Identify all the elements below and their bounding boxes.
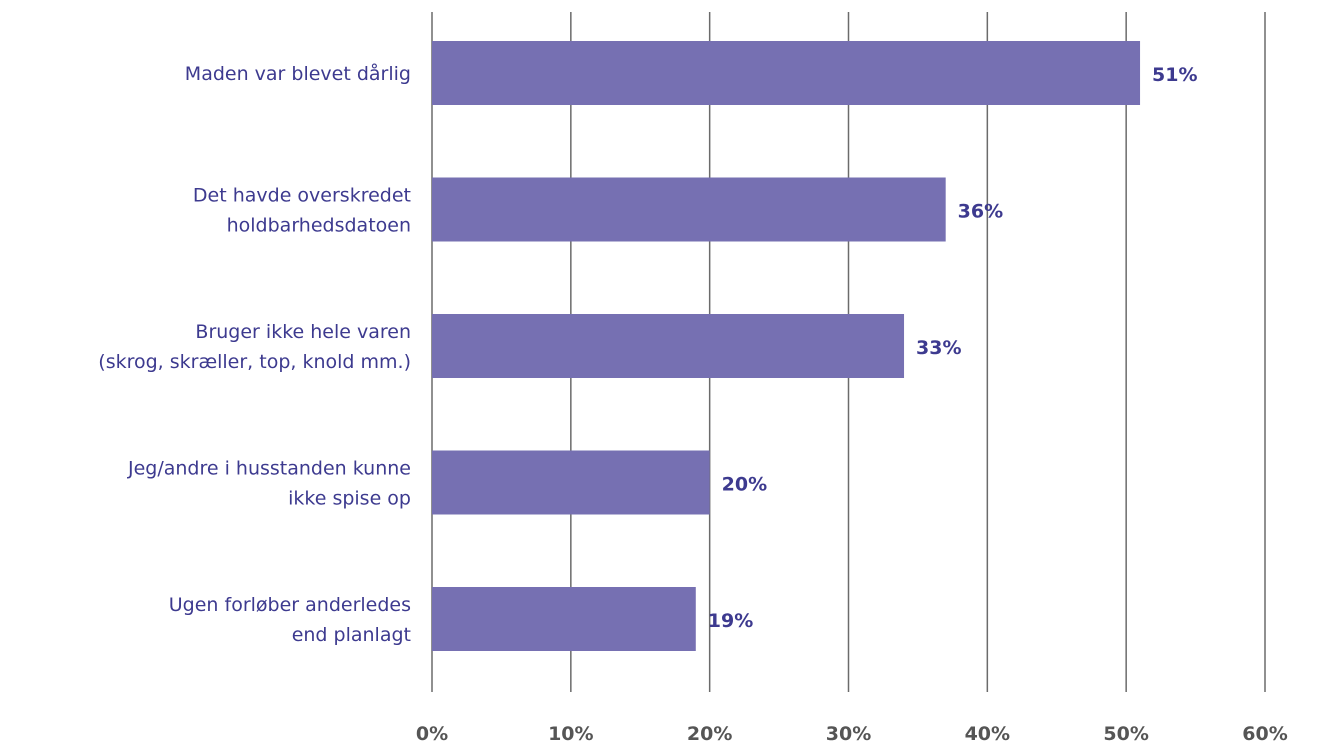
x-tick-label: 60% [1242,723,1287,745]
category-label: ikke spise op [288,488,411,510]
x-tick-label: 50% [1103,723,1148,745]
category-label: Ugen forløber anderledes [169,594,411,616]
x-axis-ticks: 0% 10% 20% 30% 40% 50% 60% [416,723,1288,745]
data-label: 36% [958,201,1003,223]
category-label: Det havde overskredet [193,185,411,207]
bars [432,41,1141,651]
data-label: 20% [722,474,767,496]
data-label: 19% [708,610,753,632]
category-label: Bruger ikke hele varen [195,321,411,343]
category-labels: Maden var blevet dårlig Det havde overskr… [98,62,411,646]
bar [432,314,905,378]
category-label: end planlagt [292,624,411,646]
bar [432,587,696,651]
x-tick-label: 20% [687,723,732,745]
data-label: 51% [1152,64,1197,86]
bar [432,41,1141,105]
x-tick-label: 10% [548,723,593,745]
bar [432,450,710,515]
category-label: holdbarhedsdatoen [227,215,411,237]
x-tick-label: 40% [965,723,1010,745]
category-label: Jeg/andre i husstanden kunne [127,458,411,480]
bar [432,177,946,242]
x-tick-label: 30% [826,723,871,745]
value-labels: 51% 36% 33% 20% 19% [708,64,1198,632]
x-tick-label: 0% [416,723,448,745]
category-label: (skrog, skræller, top, knold mm.) [98,351,411,373]
category-label: Maden var blevet dårlig [185,62,411,85]
data-label: 33% [916,337,961,359]
